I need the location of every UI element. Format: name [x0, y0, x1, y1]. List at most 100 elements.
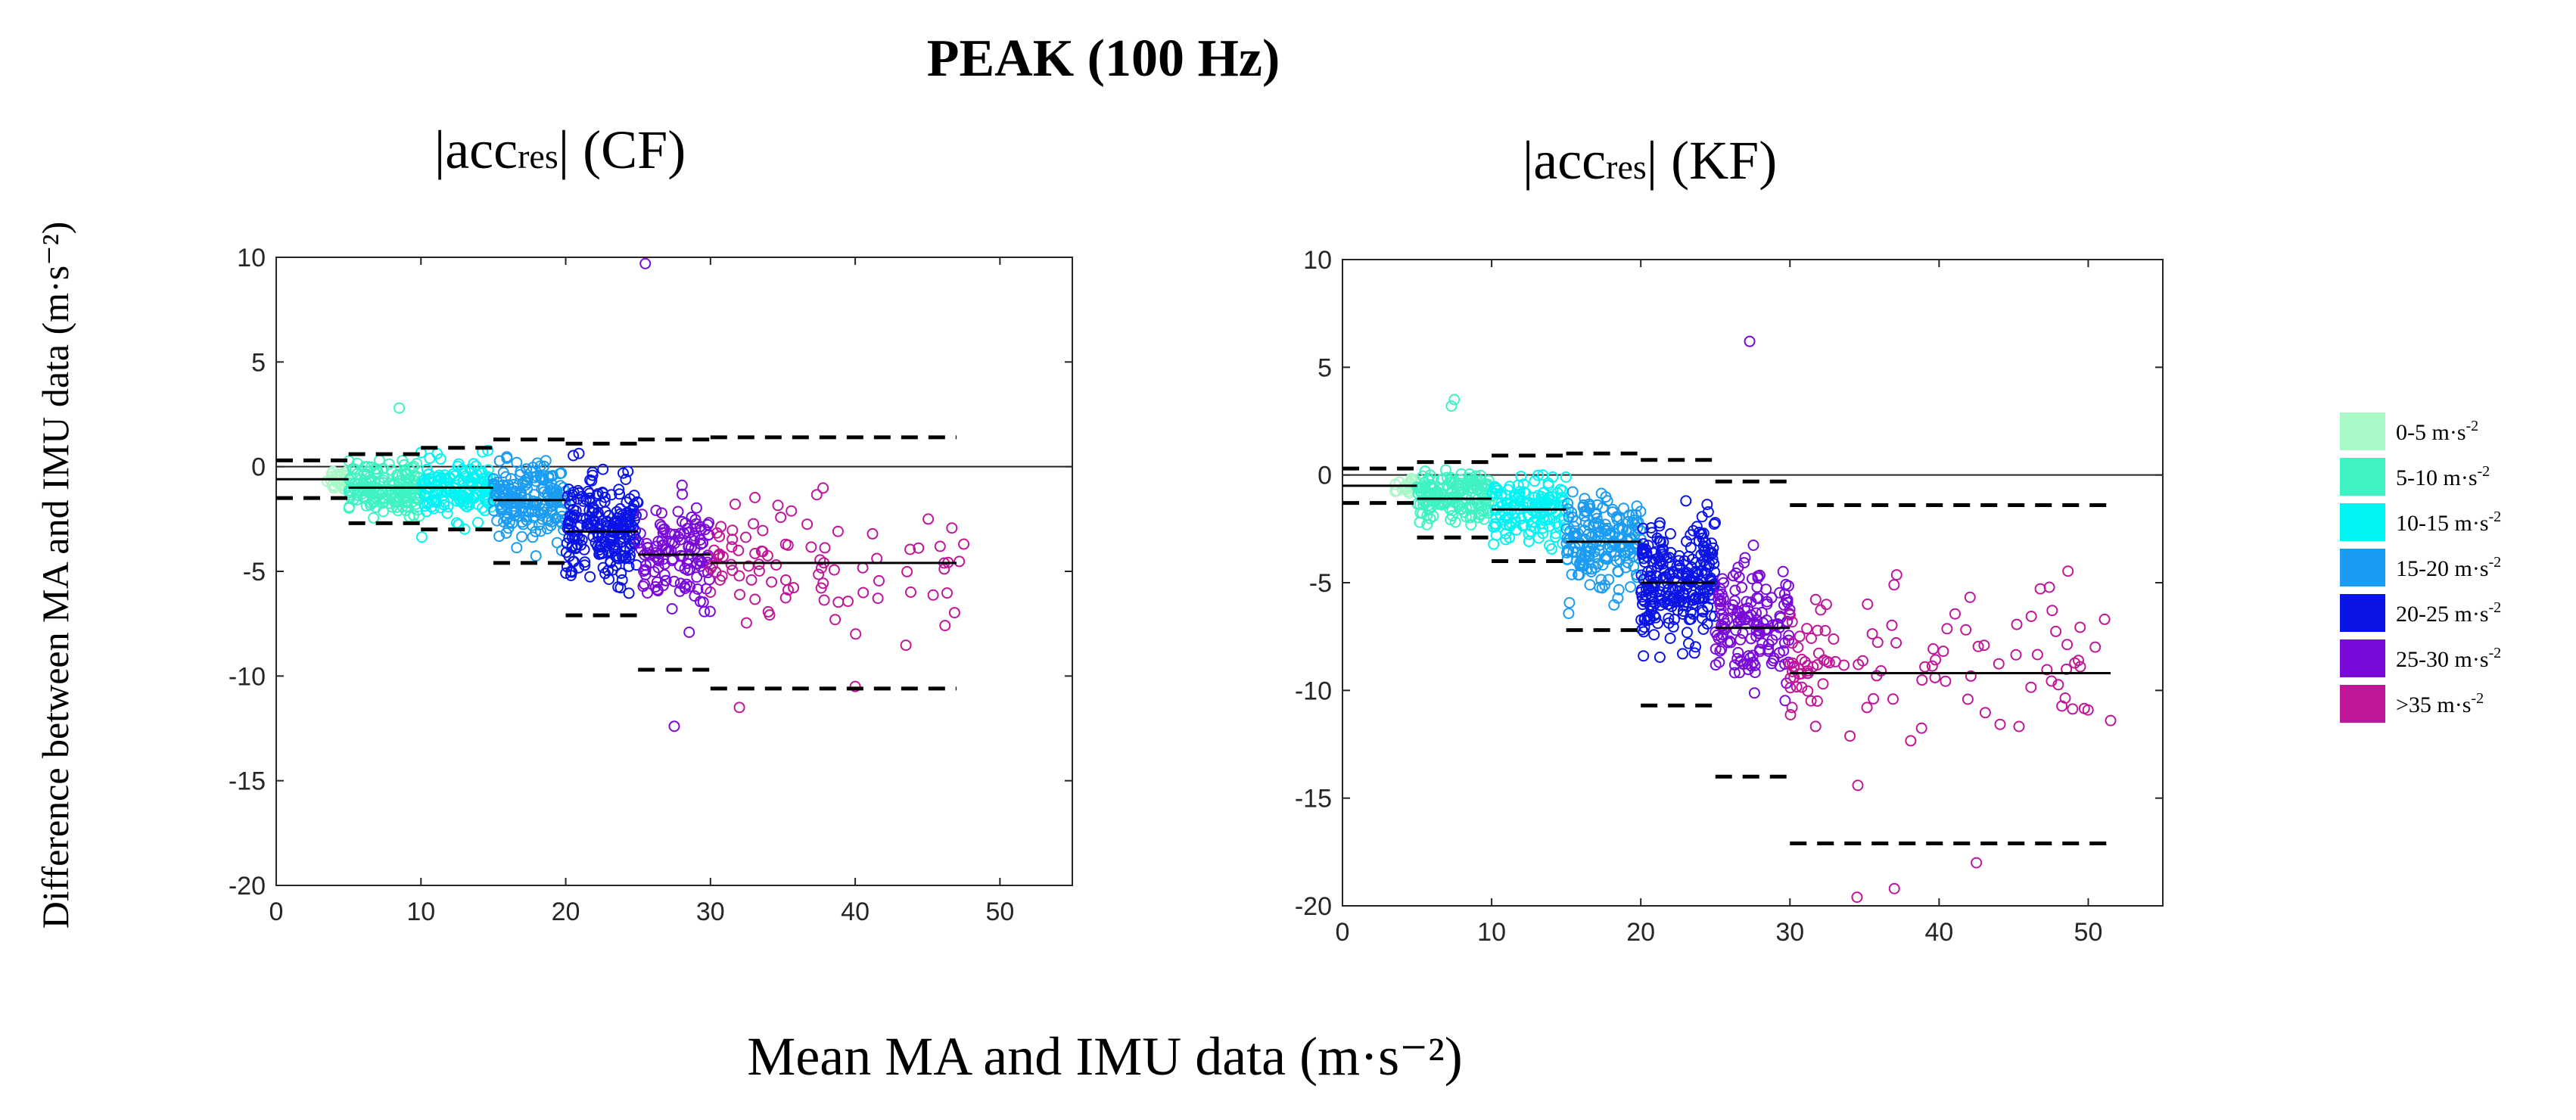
data-point: [1866, 628, 1878, 640]
data-point: [430, 494, 442, 506]
data-point: [1940, 675, 1952, 687]
data-point: [573, 532, 585, 544]
data-point: [511, 456, 523, 468]
plot-area: [1342, 259, 2164, 907]
data-point: [594, 541, 606, 553]
data-point: [1654, 517, 1666, 529]
data-point: [1441, 471, 1453, 484]
data-point: [766, 576, 778, 588]
data-point: [742, 560, 754, 572]
data-point: [1461, 502, 1472, 514]
data-point: [586, 466, 599, 478]
data-point: [1762, 645, 1775, 657]
data-point: [667, 536, 679, 548]
data-point: [1736, 581, 1748, 593]
data-point: [1523, 535, 1535, 547]
data-point: [672, 506, 684, 518]
data-point: [472, 517, 484, 528]
data-point: [1731, 605, 1744, 618]
data-point: [1790, 681, 1803, 693]
data-point: [1888, 579, 1900, 591]
legend-label: 5-10 m·s-2: [2396, 463, 2490, 490]
data-point: [1964, 591, 1976, 603]
data-point: [716, 570, 728, 582]
data-point: [499, 510, 511, 521]
data-point: [1464, 468, 1476, 480]
data-point: [1806, 633, 1817, 644]
data-point: [1700, 568, 1713, 580]
data-point: [618, 467, 629, 479]
data-point: [562, 522, 574, 534]
data-point: [1680, 495, 1692, 507]
data-point: [1698, 546, 1710, 558]
y-tick-label: 0: [1318, 462, 1332, 490]
data-point: [1696, 511, 1708, 523]
data-point: [1625, 581, 1637, 593]
data-point: [1739, 552, 1751, 564]
data-point: [786, 505, 798, 517]
data-point: [530, 525, 542, 537]
data-point: [829, 614, 842, 626]
data-point: [900, 639, 912, 652]
data-point: [1566, 486, 1579, 498]
data-point: [608, 545, 621, 557]
data-point: [1588, 518, 1600, 530]
data-point: [1638, 621, 1650, 633]
data-point: [415, 531, 428, 543]
data-point: [482, 444, 494, 456]
data-point: [516, 530, 528, 543]
data-point: [519, 475, 530, 487]
data-point: [481, 471, 493, 483]
data-point: [1638, 650, 1650, 662]
data-point: [939, 620, 951, 632]
data-point: [344, 489, 356, 501]
data-point: [1732, 562, 1744, 574]
y-tick-label: -20: [229, 872, 266, 901]
x-tick-label: 50: [985, 898, 1014, 926]
data-point: [775, 512, 787, 524]
data-point: [1638, 574, 1650, 586]
data-point: [1544, 540, 1555, 552]
data-point: [1828, 633, 1840, 645]
data-point: [1852, 779, 1864, 792]
data-point: [615, 568, 627, 579]
data-point: [1605, 546, 1617, 558]
data-point: [1871, 670, 1883, 682]
data-point: [1724, 635, 1736, 647]
data-point: [1642, 610, 1654, 622]
data-point-outlier: [1445, 400, 1458, 412]
data-point: [1609, 527, 1621, 540]
data-point: [1780, 578, 1792, 590]
x-tick-label: 50: [2074, 918, 2103, 947]
data-point: [1786, 637, 1798, 649]
data-point: [603, 574, 615, 585]
data-point: [1722, 614, 1734, 626]
data-point: [1887, 693, 1899, 705]
data-point: [1532, 490, 1545, 502]
data-point: [1941, 623, 1953, 635]
data-point: [1604, 528, 1615, 540]
data-point: [386, 501, 398, 513]
data-point: [2050, 625, 2062, 637]
data-point: [1582, 519, 1594, 531]
data-point: [690, 502, 702, 514]
data-point: [1574, 538, 1586, 550]
data-point: [1838, 659, 1850, 671]
data-point: [1750, 607, 1762, 619]
data-point: [683, 541, 695, 553]
data-point: [374, 454, 385, 466]
data-point-outlier: [1448, 394, 1461, 406]
data-point: [482, 464, 494, 476]
data-point: [1690, 641, 1701, 653]
data-point: [733, 570, 745, 582]
data-point: [1563, 534, 1575, 546]
data-point: [1708, 558, 1720, 570]
data-point: [1421, 518, 1433, 530]
data-point: [2043, 581, 2055, 593]
data-point: [733, 544, 745, 556]
data-point: [1823, 657, 1835, 669]
data-point: [1654, 536, 1666, 548]
data-point: [772, 499, 784, 512]
data-point: [510, 486, 522, 498]
data-point: [1994, 718, 2006, 730]
